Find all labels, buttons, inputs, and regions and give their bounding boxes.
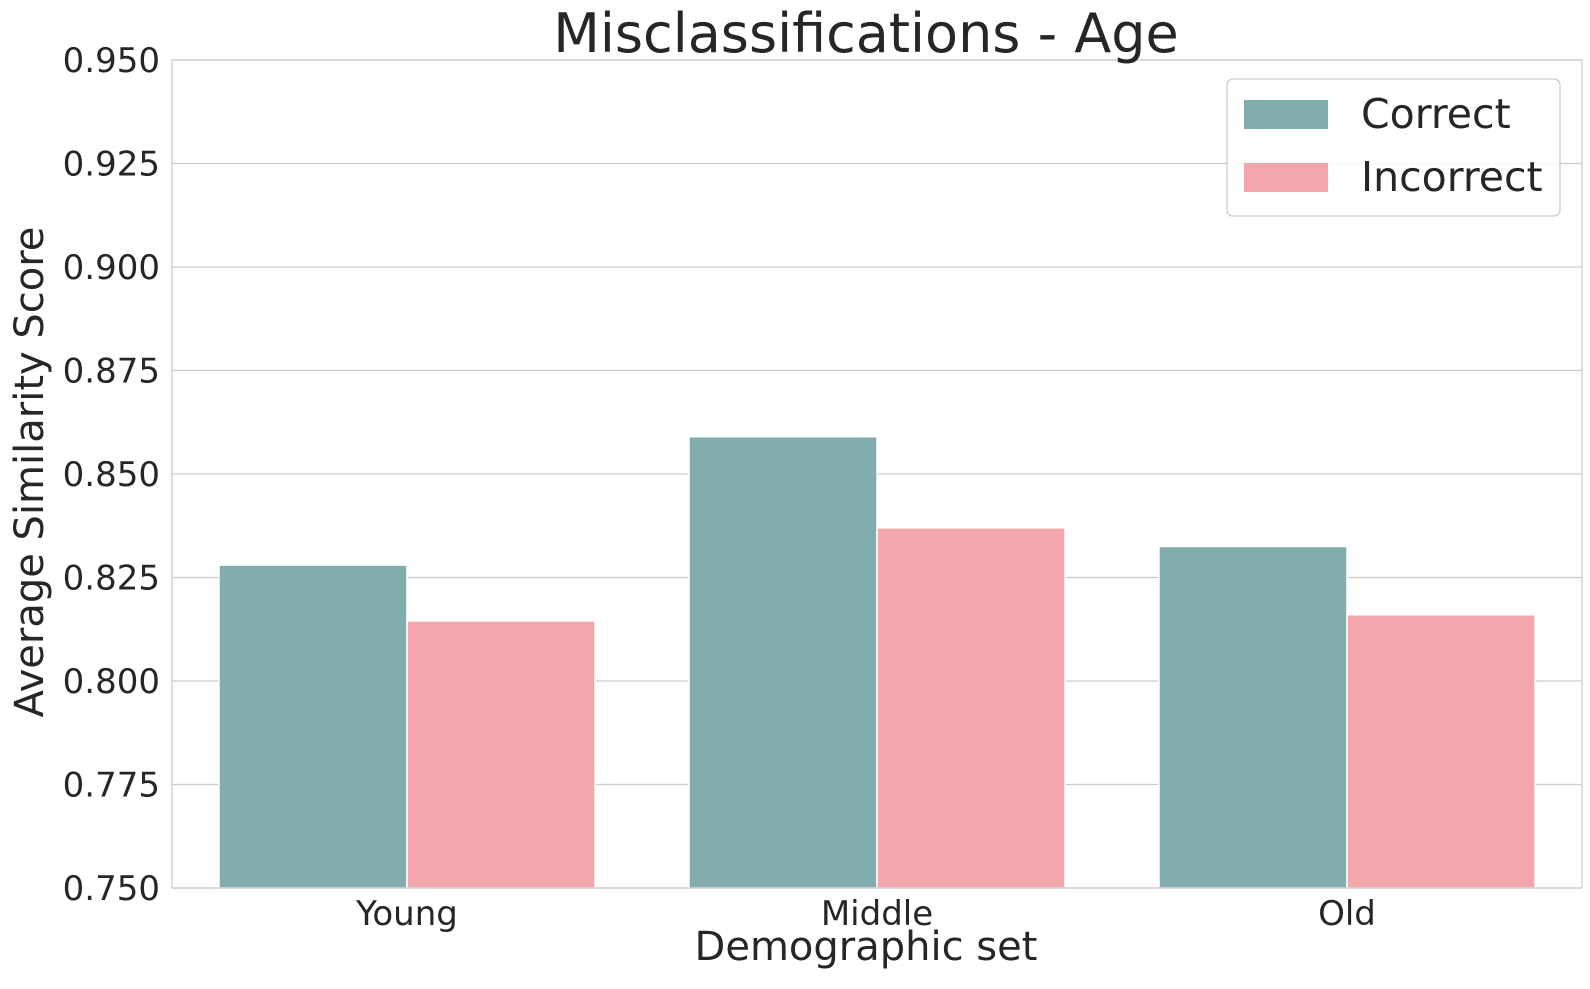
x-axis-label: Demographic set: [695, 924, 1038, 970]
y-tick-label: 0.925: [63, 145, 160, 185]
legend-label-incorrect: Incorrect: [1361, 153, 1543, 201]
y-tick-label: 0.850: [63, 455, 160, 495]
y-axis-label: Average Similarity Score: [7, 227, 53, 718]
bar-correct-old: [1158, 545, 1348, 889]
legend: Correct Incorrect: [1226, 78, 1561, 217]
chart-title: Misclassifications - Age: [553, 2, 1178, 65]
bar-correct-middle: [688, 435, 878, 889]
bar-incorrect-young: [406, 620, 596, 889]
y-tick-label: 0.775: [63, 766, 160, 806]
bars: [218, 435, 1536, 889]
bar-incorrect-old: [1346, 614, 1536, 889]
x-tick-labels: Young Middle Old: [355, 894, 1376, 934]
x-tick-label-old: Old: [1318, 894, 1376, 934]
bar-correct-young: [218, 564, 408, 889]
y-tick-label: 0.825: [63, 559, 160, 599]
legend-label-correct: Correct: [1361, 90, 1511, 138]
x-tick-label-young: Young: [355, 894, 458, 934]
y-tick-label: 0.800: [63, 662, 160, 702]
y-tick-label: 0.875: [63, 352, 160, 392]
bar-incorrect-middle: [876, 527, 1066, 889]
legend-swatch-incorrect: [1244, 163, 1328, 192]
plot-frame: [171, 59, 1583, 889]
y-tick-label: 0.950: [63, 41, 160, 81]
y-tick-labels: 0.750 0.775 0.800 0.825 0.850 0.875 0.900 0.925…: [63, 41, 160, 909]
x-tick-label-middle: Middle: [821, 894, 933, 934]
y-tick-label: 0.750: [63, 869, 160, 909]
legend-swatch-correct: [1244, 100, 1328, 129]
y-tick-label: 0.900: [63, 248, 160, 288]
